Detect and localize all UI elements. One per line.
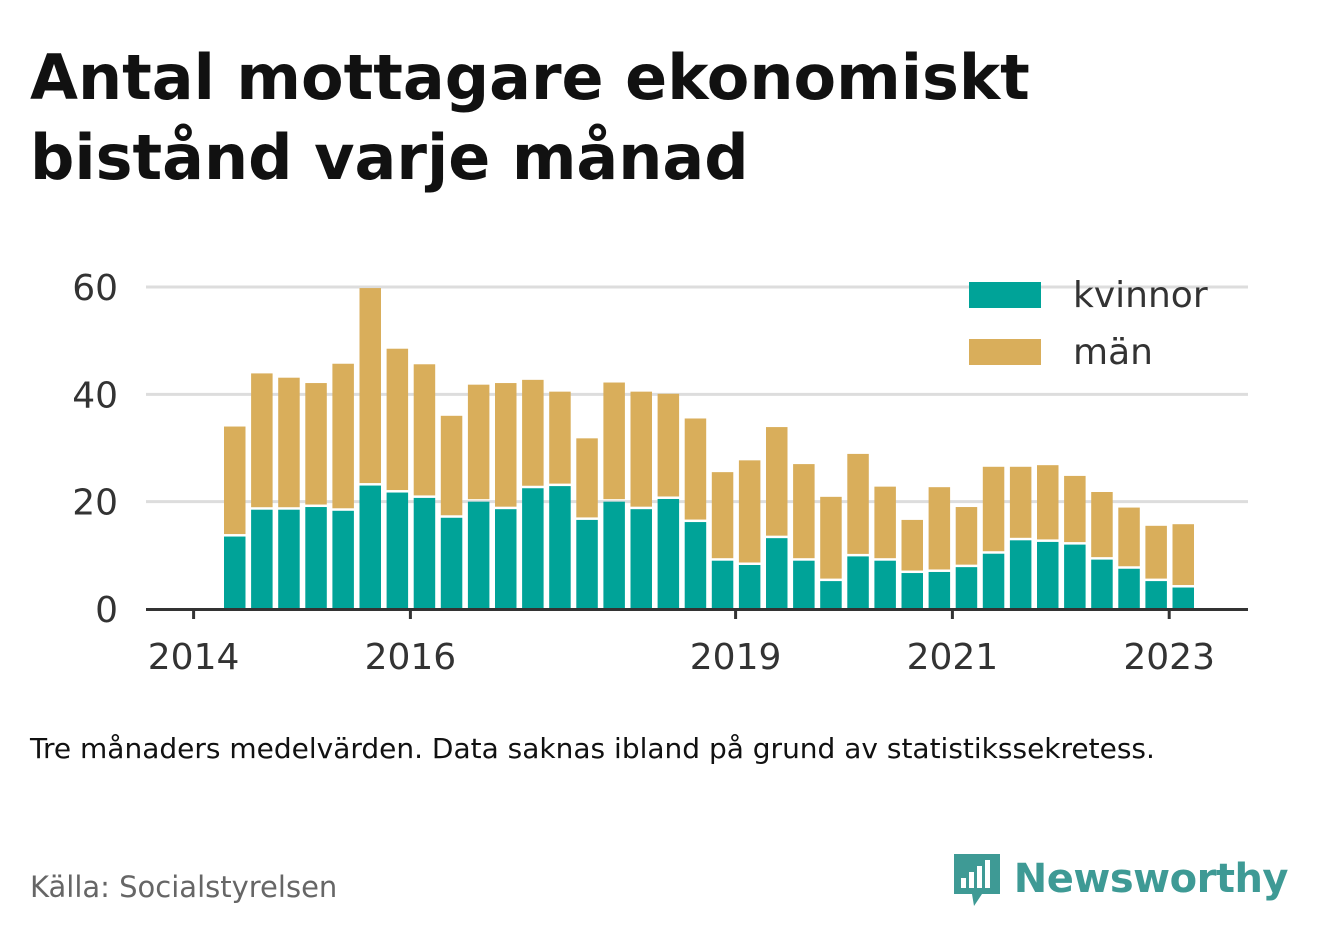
bar-kvinnor <box>928 571 951 609</box>
bar-kvinnor <box>630 509 652 609</box>
bars <box>224 288 1194 609</box>
bar-kvinnor <box>1172 587 1194 609</box>
bar-kvinnor <box>1009 540 1032 609</box>
bar-kvinnor <box>847 556 869 609</box>
bar-kvinnor <box>386 492 409 609</box>
bar-man <box>495 383 517 507</box>
bar-man <box>576 438 598 518</box>
bar-kvinnor <box>603 501 625 609</box>
bar-man <box>1091 492 1113 558</box>
bar-man <box>955 507 978 565</box>
bar-man <box>467 384 490 500</box>
bar-man <box>386 348 409 491</box>
bar-man <box>1118 507 1140 567</box>
bar-kvinnor <box>224 536 246 609</box>
bar-kvinnor <box>1037 541 1059 609</box>
bar-man <box>874 486 896 559</box>
bar-kvinnor <box>982 553 1005 609</box>
chart-title: Antal mottagare ekonomiskt bistånd varje… <box>30 41 1030 194</box>
bar-man <box>657 393 680 497</box>
bar-kvinnor <box>1118 568 1140 609</box>
bar-man <box>440 415 463 516</box>
bar-kvinnor <box>738 564 761 609</box>
brand-name: Newsworthy <box>1013 856 1289 902</box>
bar-kvinnor <box>359 485 381 609</box>
bar-man <box>413 364 436 496</box>
bar-kvinnor <box>251 509 273 609</box>
chart-note: Tre månaders medelvärden. Data saknas ib… <box>30 732 1155 765</box>
bar-kvinnor <box>495 509 517 609</box>
bar-kvinnor <box>332 510 354 609</box>
bar-man <box>793 464 815 559</box>
bar-man <box>251 373 273 508</box>
bar-kvinnor <box>901 573 923 609</box>
legend: kvinnor män <box>969 275 1208 373</box>
bar-kvinnor <box>576 519 598 609</box>
bar-man <box>522 379 544 486</box>
bar-man <box>820 496 842 579</box>
bar-kvinnor <box>684 522 707 609</box>
bar-man <box>901 519 923 571</box>
bar-man <box>549 391 571 484</box>
bar-kvinnor <box>793 560 815 609</box>
bar-kvinnor <box>467 501 490 609</box>
brand-logo[interactable]: Newsworthy <box>952 850 1289 908</box>
bar-kvinnor <box>766 538 788 609</box>
bar-man <box>711 472 734 559</box>
bar-kvinnor <box>549 486 571 609</box>
bar-man <box>1064 475 1086 543</box>
x-tick-label: 2014 <box>148 637 240 678</box>
bar-man <box>1145 525 1167 579</box>
bar-man <box>684 418 707 520</box>
x-tick-label: 2021 <box>907 637 999 678</box>
bar-kvinnor <box>413 497 436 609</box>
legend-swatch-man <box>969 339 1041 365</box>
bar-man <box>1009 466 1032 538</box>
source-credit: Källa: Socialstyrelsen <box>30 870 338 904</box>
y-tick-label: 0 <box>95 590 118 631</box>
bar-kvinnor <box>955 567 978 609</box>
bar-kvinnor <box>522 488 544 609</box>
x-tick-label: 2019 <box>690 637 782 678</box>
bar-man <box>630 391 652 507</box>
stacked-bar-chart: 0 20 40 60 2014 2016 2019 2021 2023 kvinnor män <box>72 268 1248 678</box>
legend-swatch-kvinnor <box>969 282 1041 308</box>
bar-man <box>738 460 761 563</box>
bar-man <box>603 382 625 500</box>
bar-kvinnor <box>820 581 842 609</box>
bar-kvinnor <box>711 560 734 609</box>
bar-kvinnor <box>1145 581 1167 609</box>
bar-kvinnor <box>1091 559 1113 609</box>
bar-man <box>1172 524 1194 586</box>
bar-kvinnor <box>874 560 896 609</box>
bar-man <box>278 377 300 508</box>
legend-label-man: män <box>1073 332 1153 373</box>
x-axis-ticks: 2014 2016 2019 2021 2023 <box>148 609 1215 678</box>
bar-man <box>332 363 354 509</box>
bar-man <box>847 453 869 554</box>
bar-kvinnor <box>657 498 680 609</box>
y-tick-label: 40 <box>72 375 118 416</box>
bar-man <box>359 288 381 484</box>
y-tick-label: 20 <box>72 483 118 524</box>
bar-kvinnor <box>440 517 463 609</box>
bar-kvinnor <box>278 509 300 609</box>
x-tick-label: 2016 <box>365 637 457 678</box>
bar-kvinnor <box>1064 544 1086 609</box>
y-axis-ticks: 0 20 40 60 <box>72 268 118 631</box>
bar-man <box>1037 465 1059 540</box>
bar-kvinnor <box>305 507 327 609</box>
bar-man <box>224 426 246 535</box>
newsworthy-logo-icon <box>953 854 1000 906</box>
bar-man <box>982 466 1005 552</box>
bar-man <box>766 427 788 536</box>
legend-label-kvinnor: kvinnor <box>1073 275 1208 316</box>
x-tick-label: 2023 <box>1123 637 1215 678</box>
bar-man <box>928 487 951 570</box>
bar-man <box>305 383 327 505</box>
y-tick-label: 60 <box>72 268 118 309</box>
